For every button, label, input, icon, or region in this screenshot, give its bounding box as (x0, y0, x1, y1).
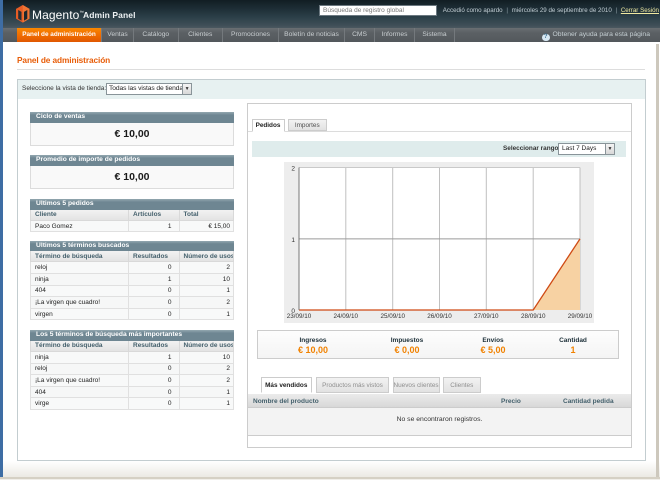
svg-text:2: 2 (291, 166, 295, 173)
svg-text:23/09/10: 23/09/10 (287, 313, 312, 320)
svg-text:26/09/10: 26/09/10 (427, 313, 452, 320)
svg-text:0: 0 (291, 308, 295, 315)
svg-text:24/09/10: 24/09/10 (334, 313, 359, 320)
svg-text:25/09/10: 25/09/10 (380, 313, 405, 320)
svg-text:28/09/10: 28/09/10 (521, 313, 546, 320)
svg-text:27/09/10: 27/09/10 (474, 313, 499, 320)
svg-text:29/09/10: 29/09/10 (568, 313, 593, 320)
svg-text:1: 1 (291, 237, 295, 244)
